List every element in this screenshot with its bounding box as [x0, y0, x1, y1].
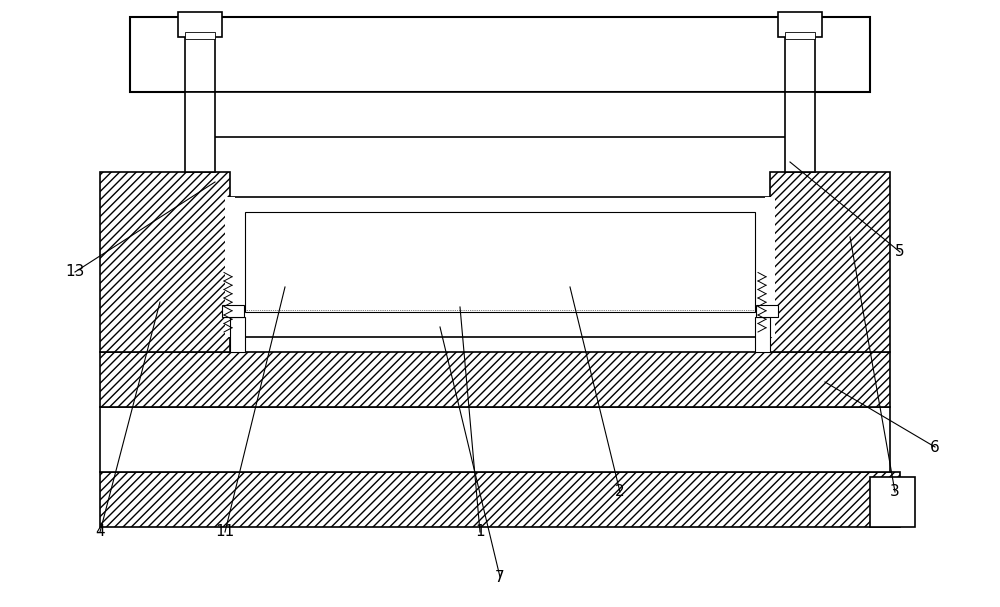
Text: 2: 2	[615, 484, 625, 500]
Bar	[100, 352, 890, 407]
Bar	[225, 197, 235, 337]
Text: 11: 11	[215, 524, 235, 540]
Text: 13: 13	[65, 265, 85, 279]
Bar	[755, 317, 770, 352]
Text: 6: 6	[930, 439, 940, 455]
Text: 5: 5	[895, 245, 905, 260]
Bar	[765, 197, 775, 337]
Bar	[185, 92, 215, 172]
Text: 7: 7	[495, 569, 505, 585]
Bar	[185, 37, 215, 92]
Bar	[785, 37, 815, 92]
Bar	[230, 317, 245, 352]
Bar	[770, 172, 890, 352]
Bar	[100, 172, 230, 352]
Bar	[785, 32, 815, 39]
Bar	[870, 477, 915, 527]
Bar	[100, 407, 890, 472]
Bar	[130, 17, 870, 92]
Bar	[222, 305, 244, 317]
Bar	[230, 197, 770, 337]
Bar	[778, 12, 822, 37]
Bar	[178, 12, 222, 37]
Bar	[100, 472, 900, 527]
Text: 3: 3	[890, 484, 900, 500]
Bar	[190, 92, 810, 137]
Bar	[245, 212, 755, 312]
Text: 4: 4	[95, 524, 105, 540]
Text: 1: 1	[475, 524, 485, 540]
Bar	[785, 92, 815, 172]
Bar	[756, 305, 778, 317]
Bar	[185, 32, 215, 39]
